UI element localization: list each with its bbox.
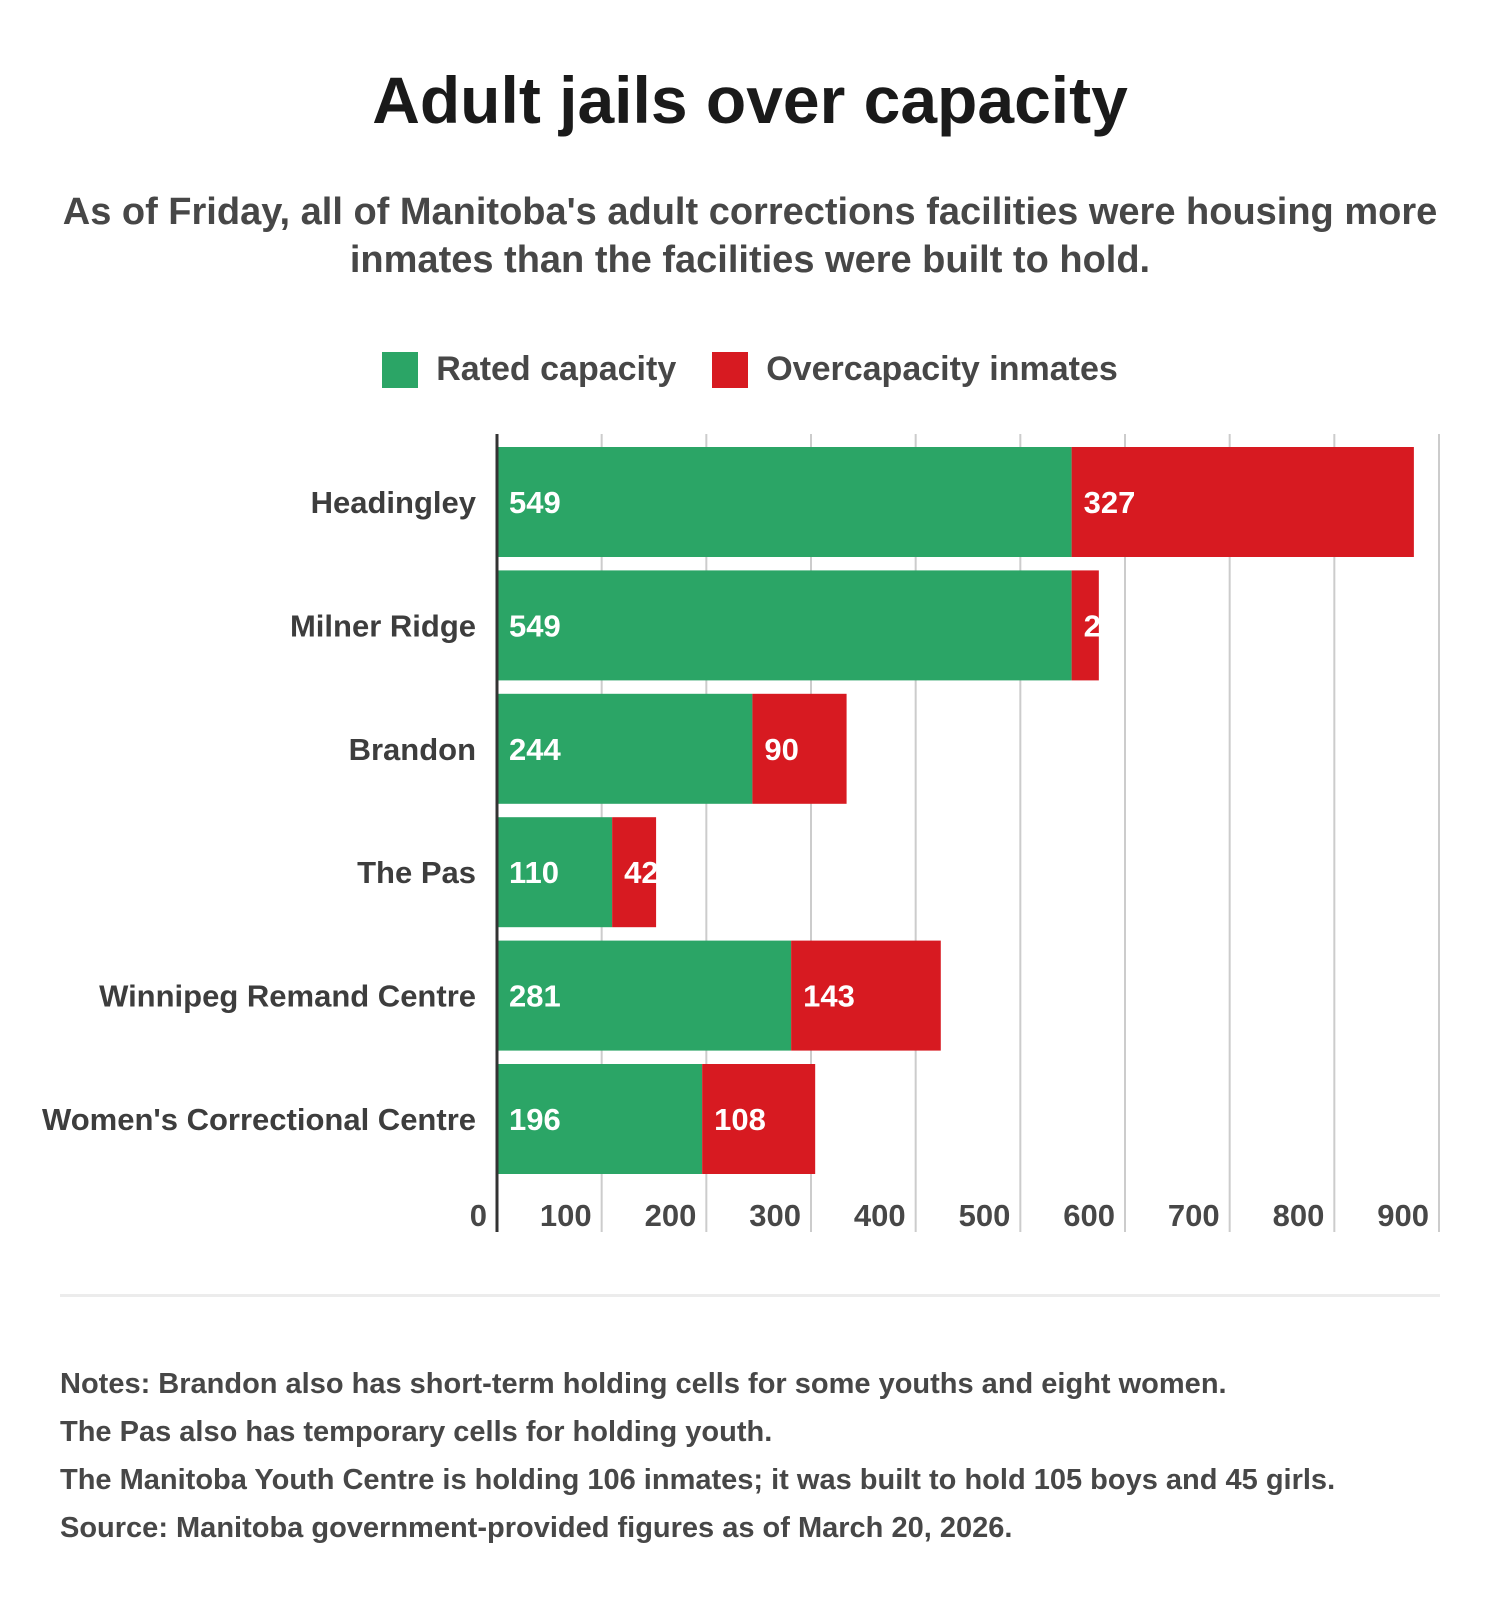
category-label: Women's Correctional Centre — [42, 1102, 476, 1137]
legend-label-rated: Rated capacity — [436, 350, 677, 388]
data-label: 281 — [509, 979, 561, 1014]
bar-overcapacity — [752, 693, 847, 804]
data-label: 90 — [764, 732, 798, 767]
bar-rated — [497, 693, 753, 804]
bar-overcapacity — [612, 817, 657, 928]
bar-rated — [497, 447, 1072, 557]
x-tick-label: 300 — [749, 1198, 801, 1233]
chart-title: Adult jails over capacity — [372, 63, 1128, 137]
legend-label-over: Overcapacity inmates — [766, 350, 1118, 388]
data-label: 143 — [803, 979, 855, 1014]
x-tick-label: 900 — [1377, 1198, 1429, 1233]
data-label: 549 — [509, 485, 561, 520]
category-label: Headingley — [311, 485, 477, 520]
category-label: Milner Ridge — [290, 608, 476, 643]
category-label: Brandon — [349, 732, 476, 767]
data-label: 244 — [509, 732, 561, 767]
divider — [60, 1294, 1440, 1297]
data-label: 110 — [509, 855, 559, 890]
data-label: 196 — [509, 1102, 561, 1137]
data-label: 42 — [624, 855, 658, 890]
x-tick-label: 700 — [1168, 1198, 1220, 1233]
bar-rated — [497, 817, 613, 928]
category-label: The Pas — [357, 855, 476, 890]
bar-overcapacity — [702, 1064, 816, 1174]
data-label: 108 — [714, 1102, 766, 1137]
legend-item-rated: Rated capacity — [382, 350, 676, 389]
x-tick-label: 100 — [540, 1198, 592, 1233]
bar-rated — [497, 940, 792, 1051]
bar-overcapacity — [791, 940, 941, 1051]
x-tick-label: 400 — [854, 1198, 906, 1233]
bar-overcapacity — [1071, 447, 1414, 557]
x-tick-label: 200 — [645, 1198, 697, 1233]
note-line: Notes: Brandon also has short-term holdi… — [60, 1368, 1227, 1400]
bar-rated — [497, 570, 1072, 681]
bar-rated — [497, 1064, 703, 1174]
note-line: Source: Manitoba government-provided fig… — [60, 1512, 1013, 1544]
x-tick-label: 0 — [470, 1198, 487, 1233]
note-line: The Manitoba Youth Centre is holding 106… — [60, 1464, 1336, 1496]
category-label: Winnipeg Remand Centre — [99, 979, 476, 1014]
notes: Notes: Brandon also has short-term holdi… — [60, 1360, 1335, 1552]
legend-swatch-rated — [382, 351, 419, 388]
note-line: The Pas also has temporary cells for hol… — [60, 1416, 773, 1448]
chart-subtitle: As of Friday, all of Manitoba's adult co… — [62, 191, 1438, 281]
bar-overcapacity — [1071, 570, 1099, 681]
data-label: 26 — [1084, 608, 1118, 643]
data-label: 549 — [509, 608, 561, 643]
legend-item-over: Overcapacity inmates — [712, 350, 1118, 389]
legend: Rated capacity Overcapacity inmates — [0, 350, 1500, 389]
x-tick-label: 800 — [1273, 1198, 1325, 1233]
x-tick-label: 500 — [959, 1198, 1011, 1233]
data-label: 327 — [1084, 485, 1136, 520]
x-tick-label: 600 — [1063, 1198, 1115, 1233]
legend-swatch-over — [712, 351, 749, 388]
